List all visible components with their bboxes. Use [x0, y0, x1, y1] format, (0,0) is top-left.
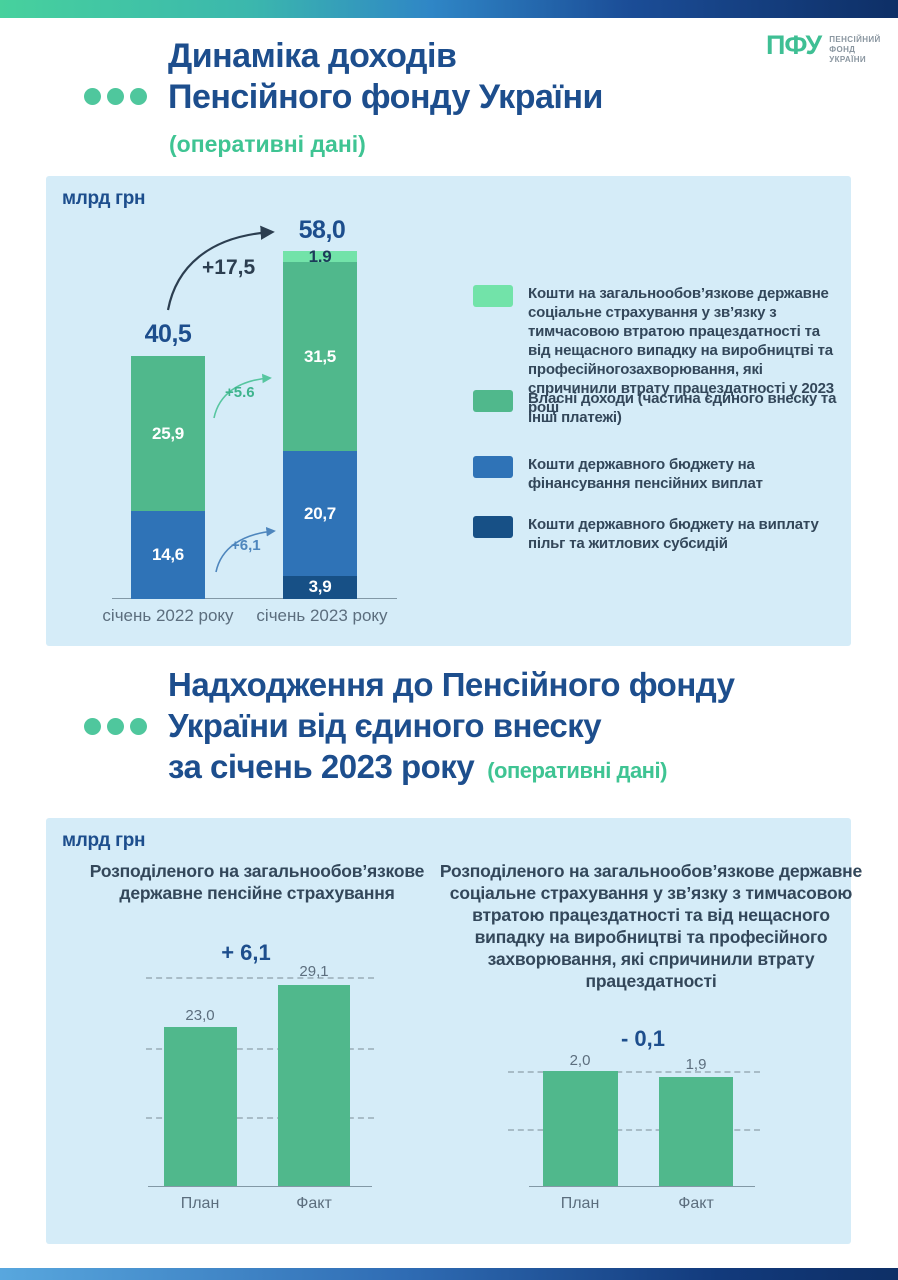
section2-title-line2: України від єдиного внеску	[168, 707, 602, 744]
gridline	[508, 1129, 760, 1131]
bar-value-label: 1,9	[685, 1056, 707, 1073]
pfu-logo-mark: ПФУ	[766, 30, 822, 60]
bar-value-label: 2,0	[569, 1052, 591, 1069]
stack-segment: 25,9	[131, 356, 205, 512]
stack-segment: 20,7	[283, 451, 357, 576]
contributions-panel: млрд грн Розподіленого на загальнообов’я…	[46, 818, 862, 1244]
section2-title: Надходження до Пенсійного фонду України …	[168, 664, 735, 791]
pfu-logo: ПФУ ПЕНСІЙНИЙ ФОНД УКРАЇНИ	[766, 32, 881, 65]
total-delta-label: +17,5	[202, 256, 256, 279]
gridline	[146, 977, 374, 979]
legend-item: Власні доходи (частина єдиного внеску та…	[473, 389, 846, 427]
legend-swatch-darkblue	[473, 516, 513, 538]
section1-bullet-dots	[84, 88, 147, 105]
legend-item: Кошти державного бюджету на фінансування…	[473, 455, 846, 493]
category-label-plan: План	[180, 1195, 220, 1212]
section1-title-line1: Динаміка доходів	[168, 37, 457, 75]
category-label-plan: План	[560, 1195, 600, 1212]
category-label-fact: Факт	[296, 1195, 332, 1212]
bottom-gradient-bar	[0, 1268, 898, 1280]
logo-caption-line: УКРАЇНИ	[829, 55, 867, 64]
own-income-delta-label: +5.6	[225, 384, 255, 401]
total-2022-label: 40,5	[144, 320, 192, 348]
section1-title: Динаміка доходів Пенсійного фонду Україн…	[168, 36, 603, 118]
legend-swatch-mint	[473, 285, 513, 307]
x-axis	[529, 1186, 755, 1187]
dot-icon	[84, 718, 101, 735]
pension-insurance-chart-title: Розподіленого на загальнообов’язкове дер…	[89, 861, 425, 903]
fact-bar-pension	[278, 985, 350, 1186]
stacked-bar-2022: 25,9 14,6	[131, 356, 205, 599]
gridline	[508, 1071, 760, 1073]
stack-segment: 31,5	[283, 262, 357, 452]
dot-icon	[107, 718, 124, 735]
section1-subtitle: (оперативні дані)	[169, 131, 366, 157]
category-label-2023: січень 2023 року	[256, 606, 388, 625]
social-insurance-chart-title: Розподіленого на загальнообов’язкове дер…	[439, 861, 863, 991]
dot-icon	[130, 88, 147, 105]
section2-bullet-dots	[84, 718, 147, 735]
legend-item: Кошти на загальнообов’язкове державне со…	[473, 284, 846, 417]
bar-value-label: 29,1	[299, 963, 329, 980]
fact-bar-social	[659, 1076, 733, 1186]
category-label-fact: Факт	[678, 1195, 714, 1212]
legend-swatch-green	[473, 390, 513, 412]
gridline	[146, 1048, 374, 1050]
legend-text: Власні доходи (частина єдиного внеску та…	[528, 390, 837, 426]
top-gradient-bar	[0, 0, 898, 18]
axis-unit-label: млрд грн	[62, 188, 146, 209]
section2-subtitle: (оперативні дані)	[487, 758, 667, 783]
stack-segment: 3,9	[283, 575, 357, 599]
x-axis	[112, 598, 397, 599]
plan-bar-social	[543, 1071, 618, 1186]
stacked-bar-2023: 1,9 31,5 20,7 3,9	[283, 247, 357, 599]
legend-text: Кошти на загальнообов’язкове державне со…	[528, 285, 834, 416]
dot-icon	[107, 88, 124, 105]
section1-title-line2: Пенсійного фонду України	[168, 78, 603, 116]
legend-text: Кошти державного бюджету на фінансування…	[528, 456, 763, 492]
legend-item: Кошти державного бюджету на виплату піль…	[473, 515, 846, 553]
x-axis	[148, 1186, 372, 1187]
revenue-dynamics-panel: млрд грн 40,5 58,0 +17,5 +5.6 +6,1 25,9 1…	[46, 176, 851, 646]
axis-unit-label: млрд грн	[62, 830, 146, 851]
dot-icon	[130, 718, 147, 735]
dot-icon	[84, 88, 101, 105]
legend-text: Кошти державного бюджету на виплату піль…	[528, 516, 819, 552]
stack-segment: 1,9	[283, 247, 357, 266]
bar-value-label: 23,0	[185, 1007, 215, 1024]
total-2023-label: 58,0	[298, 216, 346, 244]
gridline	[146, 1117, 374, 1119]
social-delta-label: - 0,1	[620, 1026, 666, 1051]
plan-bar-pension	[164, 1027, 237, 1186]
logo-caption-line: ФОНД	[829, 45, 856, 54]
budget-delta-label: +6,1	[231, 537, 261, 554]
pfu-logo-caption: ПЕНСІЙНИЙ ФОНД УКРАЇНИ	[829, 35, 881, 65]
section2-title-line1: Надходження до Пенсійного фонду	[168, 666, 735, 703]
pension-delta-label: + 6,1	[221, 940, 271, 965]
category-label-2022: січень 2022 року	[102, 606, 234, 625]
legend-swatch-blue	[473, 456, 513, 478]
stack-segment: 14,6	[131, 511, 205, 599]
logo-caption-line: ПЕНСІЙНИЙ	[829, 35, 881, 44]
section2-title-line3: за січень 2023 року	[168, 748, 475, 785]
